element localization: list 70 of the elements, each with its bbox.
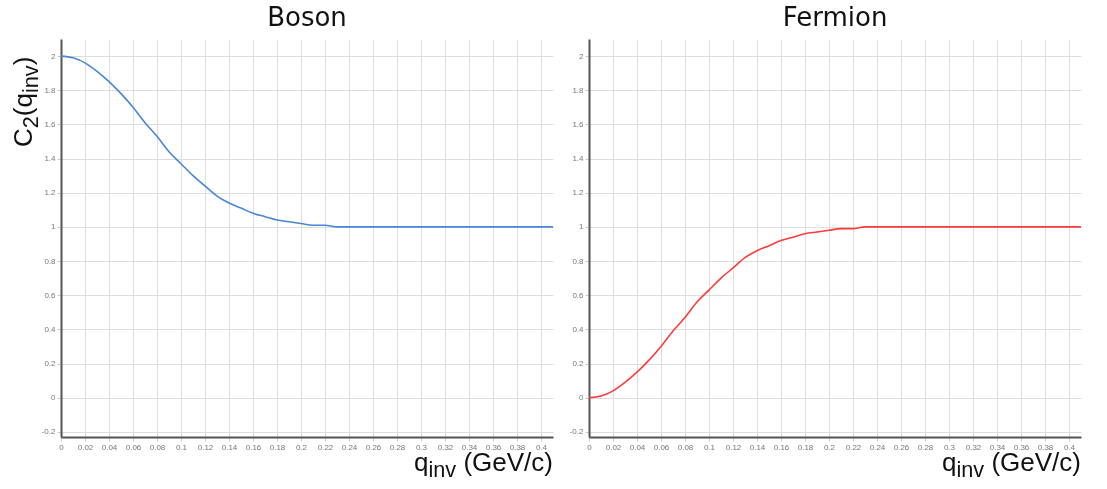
chart-title: Boson: [267, 2, 347, 32]
x-tick-label: 0.38: [1037, 442, 1054, 452]
x-tick-label: 0.4: [1063, 442, 1076, 452]
x-tick-label: 0.34: [461, 442, 478, 452]
x-tick-label: 0.3: [943, 442, 956, 452]
y-tick-label: 1.4: [44, 154, 57, 164]
x-tick-label: 0.16: [245, 442, 262, 452]
y-tick-label: 0.4: [44, 324, 57, 334]
line-series: [589, 226, 1081, 399]
x-tick-label: 0.06: [653, 442, 670, 452]
y-tick-label: 2: [579, 51, 585, 61]
y-tick-label: 0.8: [44, 256, 57, 266]
x-tick-label: 0.24: [869, 442, 886, 452]
x-tick-label: 0.28: [389, 442, 406, 452]
x-tick-label: 0.12: [725, 442, 742, 452]
x-tick-label: 0: [587, 442, 593, 452]
x-tick-label: 0.34: [989, 442, 1006, 452]
y-tick-label: 1.2: [44, 188, 57, 198]
x-tick-label: 0.4: [535, 442, 548, 452]
x-tick-label: 0.26: [365, 442, 382, 452]
x-tick-label: 0.22: [845, 442, 862, 452]
x-tick-label: 0.32: [965, 442, 982, 452]
x-tick-label: 0.1: [175, 442, 188, 452]
x-tick-label: 0.16: [773, 442, 790, 452]
y-tick-label: 0.6: [44, 290, 57, 300]
y-tick-label: 1.6: [572, 119, 585, 129]
y-tick-label: -0.2: [41, 427, 57, 437]
line-series: [61, 55, 553, 228]
x-tick-label: 0.12: [197, 442, 214, 452]
y-tick-label: 0.6: [572, 290, 585, 300]
x-tick-label: 0.3: [415, 442, 428, 452]
y-tick-label: 1.6: [44, 119, 57, 129]
y-tick-label: 2: [51, 51, 57, 61]
y-tick-label: 1.2: [572, 188, 585, 198]
x-tick-label: 0.08: [149, 442, 166, 452]
x-tick-label: 0.1: [703, 442, 716, 452]
x-tick-label: 0.18: [269, 442, 286, 452]
y-tick-label: 1.8: [44, 85, 57, 95]
y-tick-label: -0.2: [569, 427, 585, 437]
chart-title: Fermion: [782, 2, 888, 32]
x-tick-label: 0.02: [77, 442, 94, 452]
x-tick-label: 0.38: [509, 442, 526, 452]
x-tick-label: 0.36: [1013, 442, 1030, 452]
y-tick-label: 0.4: [572, 324, 585, 334]
y-tick-label: 0.8: [572, 256, 585, 266]
y-tick-label: 0.2: [44, 359, 57, 369]
x-tick-label: 0.32: [437, 442, 454, 452]
x-tick-label: 0.04: [629, 442, 646, 452]
x-tick-label: 0.08: [677, 442, 694, 452]
y-tick-label: 1: [51, 222, 57, 232]
x-tick-label: 0.14: [221, 442, 238, 452]
x-tick-label: 0: [59, 442, 65, 452]
x-tick-label: 0.26: [893, 442, 910, 452]
x-tick-label: 0.24: [341, 442, 358, 452]
x-tick-label: 0.28: [917, 442, 934, 452]
x-tick-label: 0.04: [101, 442, 118, 452]
x-tick-label: 0.36: [485, 442, 502, 452]
x-tick-label: 0.2: [295, 442, 308, 452]
y-tick-label: 0: [51, 393, 57, 403]
y-tick-label: 0.2: [572, 359, 585, 369]
y-tick-label: 1.4: [572, 154, 585, 164]
x-tick-label: 0.14: [749, 442, 766, 452]
x-tick-label: 0.22: [317, 442, 334, 452]
x-tick-label: 0.18: [797, 442, 814, 452]
y-tick-label: 0: [579, 393, 585, 403]
x-tick-label: 0.06: [125, 442, 142, 452]
x-tick-label: 0.2: [823, 442, 836, 452]
y-tick-label: 1: [579, 222, 585, 232]
x-tick-label: 0.02: [605, 442, 622, 452]
y-tick-label: 1.8: [572, 85, 585, 95]
